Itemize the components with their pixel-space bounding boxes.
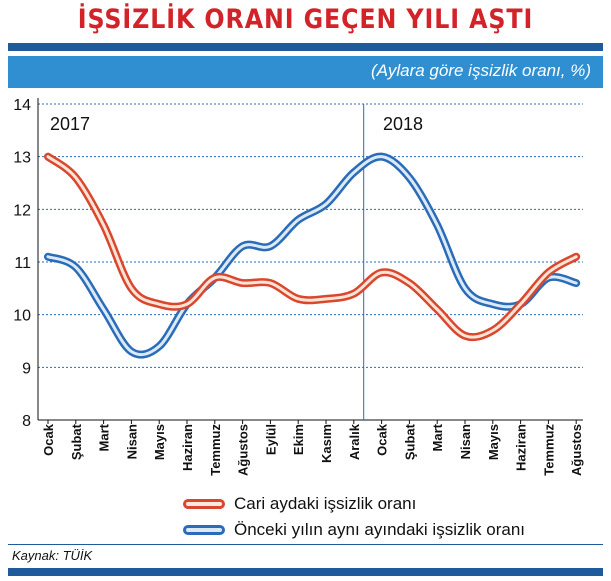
x-tick-label: Haziran: [180, 424, 195, 471]
year-label-2017: 2017: [50, 114, 90, 134]
x-tick-label: Nisan: [458, 424, 473, 459]
source-note: Kaynak: TÜİK: [12, 548, 93, 563]
chart-title: İŞSİZLİK ORANI GEÇEN YILI AŞTI: [77, 4, 534, 35]
top-rule: [8, 43, 603, 51]
series-line-current-outline: [44, 152, 581, 342]
x-tick-label: Ocak: [375, 423, 390, 456]
x-tick-label: Kasım: [319, 424, 334, 463]
x-tick-label: Ağustos: [569, 424, 584, 476]
x-tick-label: Mayıs: [486, 424, 501, 460]
x-tick-label: Ekim: [291, 424, 306, 455]
x-tick-label: Mart: [97, 423, 112, 451]
subtitle-bar: (Aylara göre işsizlik oranı, %): [8, 56, 603, 88]
x-tick-label: Temmuz: [541, 424, 556, 476]
legend-swatch-previous: [183, 525, 225, 535]
x-tick-label: Ocak: [41, 423, 56, 456]
y-tick-label: 14: [13, 97, 31, 114]
legend-label-previous: Önceki yılın aynı ayındaki işsizlik oran…: [234, 520, 526, 539]
y-tick-label: 11: [14, 255, 31, 272]
source-rule: [8, 544, 603, 545]
y-tick-label: 13: [13, 150, 31, 167]
y-tick-label: 8: [22, 413, 31, 430]
x-tick-label: Şubat: [402, 423, 417, 460]
y-tick-label: 9: [22, 360, 31, 377]
y-tick-label: 10: [13, 308, 31, 325]
x-tick-label: Temmuz: [208, 424, 223, 476]
legend-label-current: Cari aydaki işsizlik oranı: [234, 494, 417, 513]
year-label-2018: 2018: [383, 114, 423, 134]
x-tick-label: Mayıs: [152, 424, 167, 460]
series-line-current-inner: [46, 155, 578, 339]
x-tick-label: Aralık: [347, 423, 362, 460]
series-line-previous-inner: [46, 155, 578, 357]
x-tick-label: Ağustos: [236, 424, 251, 476]
x-tick-label: Nisan: [124, 424, 139, 459]
x-tick-label: Haziran: [514, 424, 529, 471]
y-tick-label: 12: [13, 202, 31, 219]
chart-subtitle: (Aylara göre işsizlik oranı, %): [371, 61, 591, 80]
x-tick-label: Şubat: [69, 423, 84, 460]
x-tick-label: Eylül: [263, 424, 278, 455]
x-tick-label: Mart: [430, 423, 445, 451]
legend-swatch-current: [183, 499, 225, 509]
bottom-rule: [8, 568, 603, 576]
